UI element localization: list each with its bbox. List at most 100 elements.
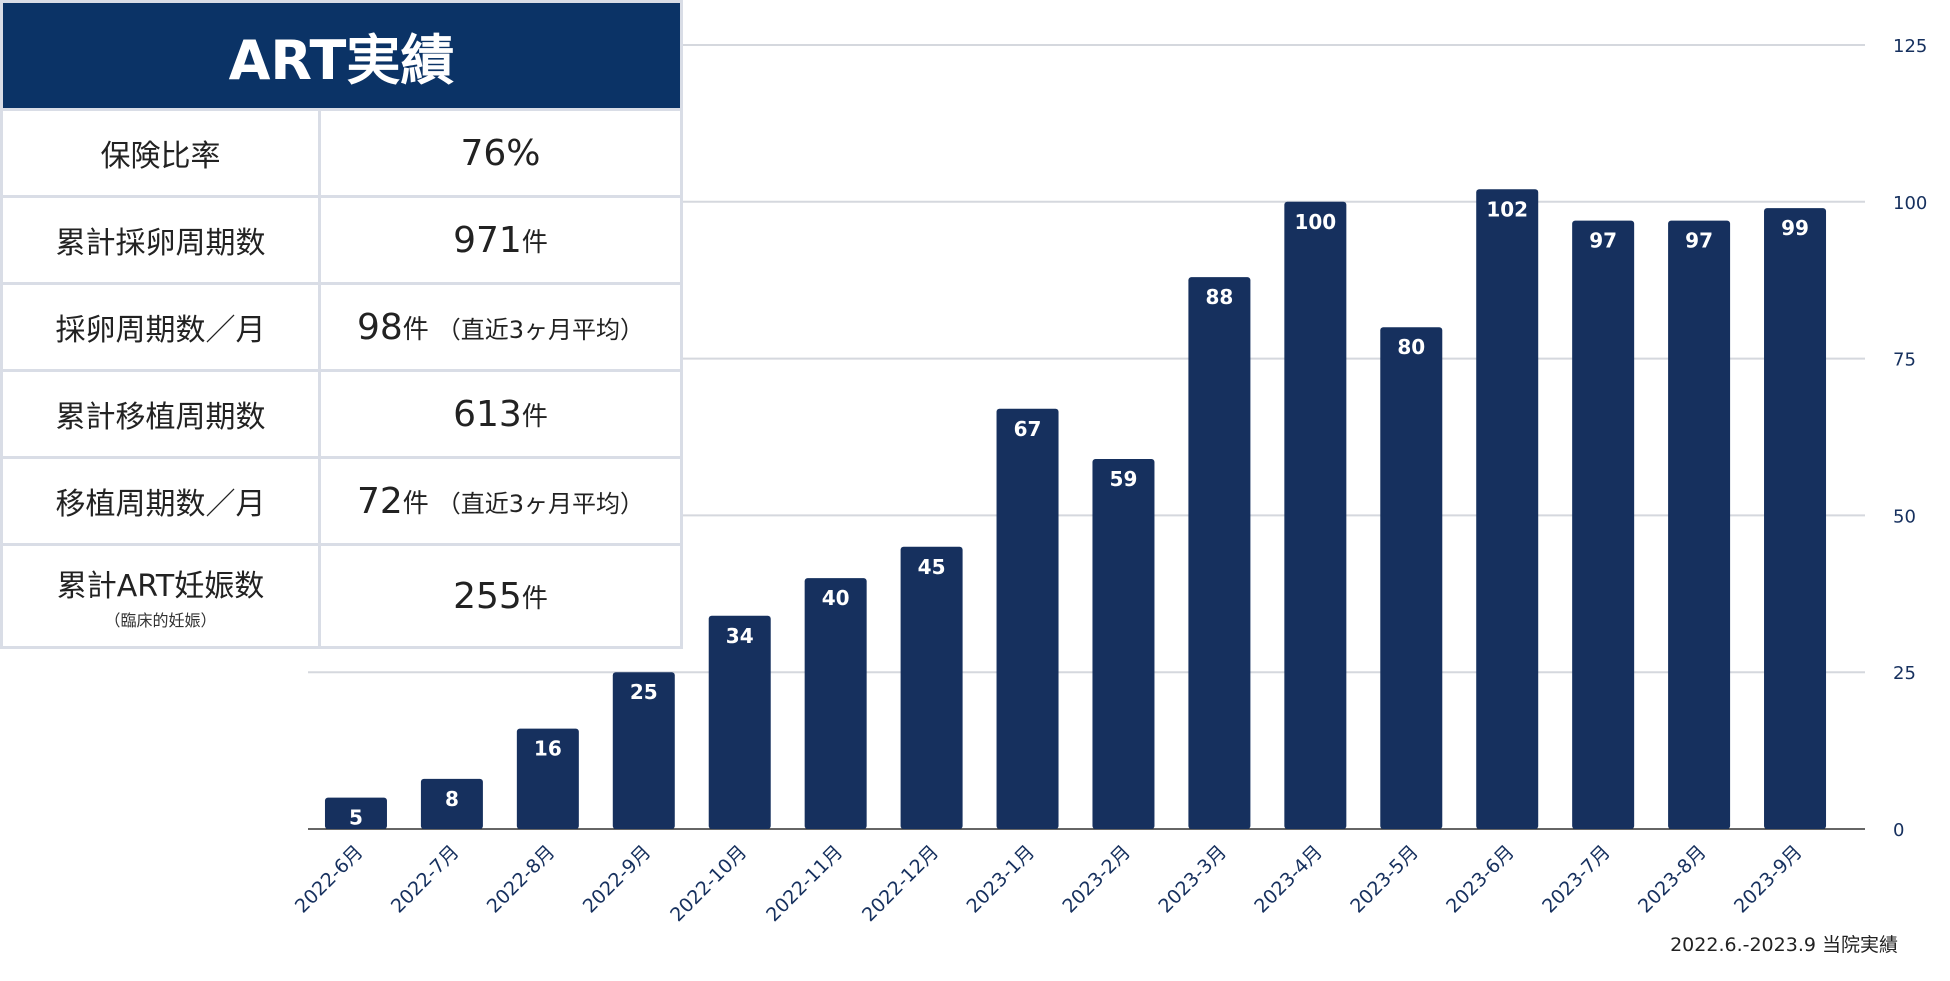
bar — [420, 778, 483, 829]
row-label-text: 採卵周期数／月 — [55, 313, 266, 348]
row-label-text: 累計ART妊娠数 — [56, 569, 265, 604]
value-number: 72 — [356, 480, 403, 522]
x-tick-label: 2022-8月 — [483, 841, 560, 918]
bar — [708, 615, 771, 829]
bar-value-label: 34 — [726, 624, 754, 648]
bar-value-label: 100 — [1294, 210, 1336, 234]
row-label-text: 移植周期数／月 — [55, 487, 266, 522]
bar — [1764, 208, 1827, 829]
value-number: 971 — [453, 219, 522, 261]
bar-value-label: 5 — [349, 806, 363, 830]
bar-value-label: 97 — [1685, 229, 1713, 253]
value-number: 255 — [453, 575, 522, 617]
x-tick-label: 2023-6月 — [1442, 841, 1519, 918]
bar-value-label: 40 — [822, 586, 850, 610]
bar — [1668, 220, 1731, 830]
bar-value-labels: 5 8 16 25 34 40 45 67 59 88 100 80 102 97 97 99 — [349, 197, 1809, 829]
x-tick-label: 2022-11月 — [762, 841, 847, 926]
bar-value-label: 80 — [1397, 335, 1425, 359]
x-tick-label: 2023-4月 — [1250, 841, 1327, 918]
x-tick-label: 2023-1月 — [962, 841, 1039, 918]
x-tick-label: 2022-7月 — [387, 841, 464, 918]
row-value: 971 件 — [321, 198, 680, 282]
bar — [1476, 189, 1539, 830]
y-tick-label: 100 — [1893, 193, 1927, 214]
value-number: 76% — [460, 132, 541, 174]
bar-value-label: 88 — [1205, 285, 1233, 309]
bar — [516, 728, 579, 829]
art-stats-table: ART実績 保険比率 76% 累計採卵周期数 971 件 採卵周期数／月 98 件（… — [0, 0, 683, 649]
bar — [1188, 277, 1251, 830]
y-tick-label: 125 — [1893, 36, 1927, 57]
value-unit: 件 — [521, 583, 548, 614]
y-tick-label: 25 — [1893, 663, 1916, 684]
table-row: 採卵周期数／月 98 件（直近3ヶ月平均） — [3, 282, 680, 369]
y-tick-label: 75 — [1893, 350, 1916, 371]
table-row: 累計移植周期数 613 件 — [3, 369, 680, 456]
row-label-text: 累計移植周期数 — [55, 400, 266, 435]
value-note: （直近3ヶ月平均） — [436, 315, 645, 344]
bar-value-label: 99 — [1781, 216, 1809, 240]
bar-value-label: 8 — [445, 787, 459, 811]
y-tick-label: 50 — [1893, 506, 1916, 527]
row-label: 累計採卵周期数 — [3, 198, 321, 282]
value-number: 613 — [453, 393, 522, 435]
value-note: （直近3ヶ月平均） — [436, 489, 645, 518]
bar — [1572, 220, 1635, 830]
bar-value-label: 67 — [1014, 417, 1042, 441]
footnote: 2022.6.-2023.9 当院実績 — [1670, 934, 1898, 956]
bar-value-label: 59 — [1110, 467, 1138, 491]
value-unit: 件 — [521, 401, 548, 432]
bar-value-label: 16 — [534, 737, 562, 761]
value-unit: 件 — [402, 488, 429, 519]
table-row: 移植周期数／月 72 件（直近3ヶ月平均） — [3, 456, 680, 543]
row-label: 採卵周期数／月 — [3, 285, 321, 369]
bar — [324, 797, 387, 829]
bars — [324, 189, 1827, 830]
table-title: ART実績 — [3, 3, 680, 108]
row-label-text: 累計採卵周期数 — [55, 226, 266, 261]
bar — [1380, 327, 1443, 829]
x-tick-label: 2023-3月 — [1154, 841, 1231, 918]
x-tick-label: 2023-7月 — [1538, 841, 1615, 918]
x-tick-label: 2023-8月 — [1634, 841, 1711, 918]
x-tick-label: 2022-6月 — [291, 841, 368, 918]
x-tick-label: 2023-9月 — [1730, 841, 1807, 918]
row-value: 76% — [321, 111, 680, 195]
value-number: 98 — [356, 306, 403, 348]
bar-value-label: 25 — [630, 680, 658, 704]
bar-value-label: 45 — [918, 555, 946, 579]
x-tick-label: 2023-5月 — [1346, 841, 1423, 918]
y-axis-ticks: 0 25 50 75 100 125 — [1893, 36, 1927, 841]
row-value: 72 件（直近3ヶ月平均） — [321, 459, 680, 543]
row-value: 98 件（直近3ヶ月平均） — [321, 285, 680, 369]
bar-value-label: 102 — [1486, 197, 1528, 221]
table-row: 累計ART妊娠数 （臨床的妊娠） 255 件 — [3, 543, 680, 646]
y-tick-label: 0 — [1893, 820, 1904, 841]
bar — [900, 546, 963, 829]
x-axis-ticks: 2022-6月 2022-7月 2022-8月 2022-9月 2022-10月 2022… — [291, 841, 1807, 926]
bar — [996, 408, 1059, 829]
row-label: 移植周期数／月 — [3, 459, 321, 543]
table-row: 保険比率 76% — [3, 108, 680, 195]
row-sub-label: （臨床的妊娠） — [104, 611, 217, 630]
value-unit: 件 — [521, 227, 548, 258]
row-label: 累計移植周期数 — [3, 372, 321, 456]
table-row: 累計採卵周期数 971 件 — [3, 195, 680, 282]
x-tick-label: 2022-12月 — [858, 841, 943, 926]
bar-value-label: 97 — [1589, 229, 1617, 253]
row-value: 255 件 — [321, 546, 680, 646]
bar — [804, 578, 867, 829]
value-unit: 件 — [402, 314, 429, 345]
x-tick-label: 2023-2月 — [1058, 841, 1135, 918]
row-value: 613 件 — [321, 372, 680, 456]
row-label-text: 保険比率 — [100, 139, 221, 174]
bar — [612, 672, 675, 829]
bar — [1284, 201, 1347, 830]
x-tick-label: 2022-9月 — [579, 841, 656, 918]
row-label: 保険比率 — [3, 111, 321, 195]
x-tick-label: 2022-10月 — [666, 841, 751, 926]
row-label: 累計ART妊娠数 （臨床的妊娠） — [3, 546, 321, 646]
bar — [1092, 458, 1155, 829]
